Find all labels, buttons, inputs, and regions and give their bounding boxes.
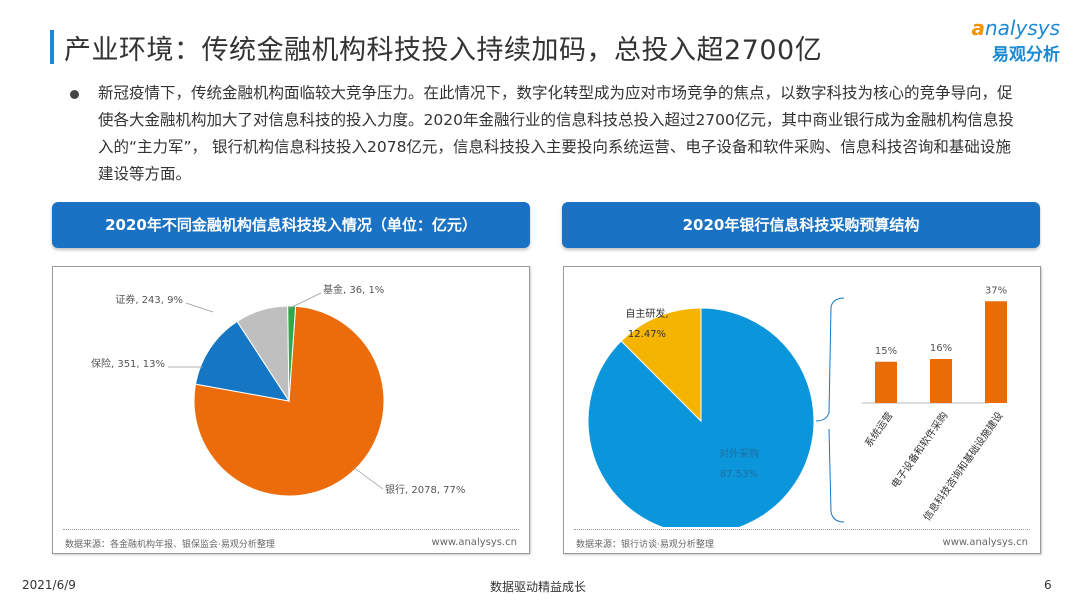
procurement-chart: 对外采购 87.53% 自主研发, 12.47% 15% 系统运营 16% 电子设备和软件采购…: [587, 285, 1007, 535]
bar-value-label: 15%: [875, 346, 897, 357]
pie-label: 87.53%: [720, 469, 758, 480]
right-chart-header: 2020年银行信息科技采购预算结构: [562, 202, 1040, 248]
bar-category-label: 系统运营: [862, 409, 896, 449]
source-note: 数据来源：各金融机构年报、银保监会·易观分析整理: [65, 540, 275, 550]
bullet-icon: [70, 90, 79, 99]
pie-label: 12.47%: [628, 329, 666, 340]
source-url: www.analysys.cn: [431, 537, 517, 548]
pie-label: 基金, 36, 1%: [323, 283, 384, 296]
summary-paragraph: 新冠疫情下，传统金融机构面临较大竞争压力。在此情况下，数字化转型成为应对市场竞争…: [98, 84, 1014, 183]
pie-label: 自主研发,: [625, 307, 668, 320]
pie-slice-基金: [287, 305, 297, 402]
bar-value-label: 16%: [930, 343, 952, 354]
bar-category-label: 电子设备和软件采购: [888, 409, 950, 490]
page-number: 6: [1044, 578, 1052, 592]
bracket: [815, 297, 845, 523]
pie-label: 银行, 2078, 77%: [385, 483, 465, 496]
left-chart-header: 2020年不同金融机构信息科技投入情况（单位：亿元）: [52, 202, 530, 248]
leader-line: [352, 466, 384, 490]
divider: [574, 529, 1030, 530]
leader-line: [287, 292, 322, 310]
footer-date: 2021/6/9: [22, 578, 76, 592]
pie-label: 证券, 243, 9%: [115, 293, 183, 306]
pie-slice-inhouse: [620, 307, 702, 423]
left-chart-panel: 银行, 2078, 77% 保险, 351, 13% 证券, 243, 9% 基金, …: [52, 266, 530, 554]
bar-信息科技咨询和基础设施建设: [985, 301, 1007, 403]
bar-电子设备和软件采购: [930, 359, 952, 403]
divider: [63, 529, 519, 530]
page-title: 产业环境：传统金融机构科技投入持续加码，总投入超2700亿: [64, 35, 823, 66]
bar-value-label: 37%: [985, 285, 1007, 296]
source-url: www.analysys.cn: [942, 537, 1028, 548]
leader-line: [185, 302, 214, 313]
pie-slice-保险: [194, 320, 291, 402]
pie-label: 保险, 351, 13%: [91, 357, 165, 370]
source-note: 数据来源：银行访谈·易观分析整理: [576, 540, 714, 550]
bar-系统运营: [875, 361, 897, 403]
pie-label: 对外采购: [719, 447, 759, 460]
right-chart-panel: 对外采购 87.53% 自主研发, 12.47% 15% 系统运营 16% 电子设备和软件采购…: [563, 266, 1041, 554]
institution-pie-chart: 银行, 2078, 77% 保险, 351, 13% 证券, 243, 9% 基金, …: [91, 283, 465, 497]
analysys-logo: analysys 易观分析: [971, 16, 1061, 65]
footer-slogan: 数据驱动精益成长: [490, 580, 587, 594]
title-accent-bar: [50, 30, 54, 64]
